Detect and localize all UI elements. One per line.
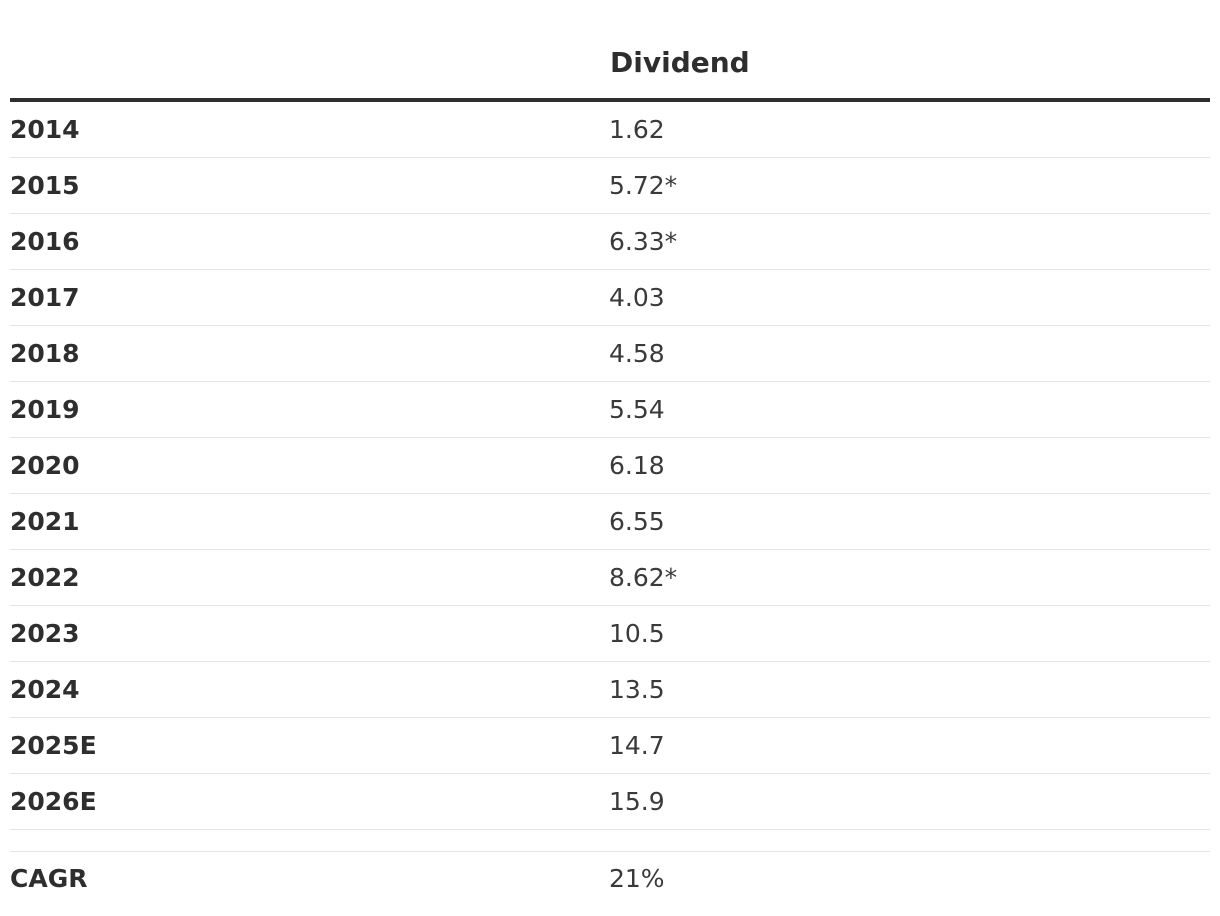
table-row: 2022 8.62* (10, 550, 1210, 606)
year-cell: 2024 (10, 675, 80, 704)
year-cell: 2025E (10, 731, 97, 760)
cagr-label: CAGR (10, 864, 88, 893)
dividend-cell: 5.54 (609, 395, 665, 424)
dividend-cell: 6.33* (609, 227, 678, 256)
table-row: 2026E 15.9 (10, 774, 1210, 830)
dividend-cell: 8.62* (609, 563, 678, 592)
year-cell: 2023 (10, 619, 80, 648)
year-cell: 2018 (10, 339, 80, 368)
year-cell: 2017 (10, 283, 80, 312)
dividend-cell: 15.9 (609, 787, 665, 816)
table-row: 2020 6.18 (10, 438, 1210, 494)
table-row: 2025E 14.7 (10, 718, 1210, 774)
table-row: 2023 10.5 (10, 606, 1210, 662)
table-row: 2016 6.33* (10, 214, 1210, 270)
dividend-cell: 13.5 (609, 675, 665, 704)
table-spacer (10, 830, 1210, 852)
dividend-column-header: Dividend (610, 46, 750, 79)
dividend-cell: 4.58 (609, 339, 665, 368)
dividend-table: Dividend 2014 1.62 2015 5.72* 2016 6.33*… (10, 0, 1210, 912)
year-cell: 2026E (10, 787, 97, 816)
table-row: 2015 5.72* (10, 158, 1210, 214)
table-row: 2018 4.58 (10, 326, 1210, 382)
table-header-row: Dividend (10, 0, 1210, 102)
dividend-cell: 5.72* (609, 171, 678, 200)
year-cell: 2022 (10, 563, 80, 592)
year-cell: 2014 (10, 115, 80, 144)
dividend-cell: 1.62 (609, 115, 665, 144)
year-cell: 2020 (10, 451, 80, 480)
table-row: 2014 1.62 (10, 102, 1210, 158)
dividend-cell: 4.03 (609, 283, 665, 312)
year-cell: 2019 (10, 395, 80, 424)
table-row: 2019 5.54 (10, 382, 1210, 438)
dividend-cell: 10.5 (609, 619, 665, 648)
year-cell: 2016 (10, 227, 80, 256)
cagr-row: CAGR 21% (10, 852, 1210, 912)
dividend-cell: 6.18 (609, 451, 665, 480)
dividend-cell: 6.55 (609, 507, 665, 536)
table-row: 2021 6.55 (10, 494, 1210, 550)
table-row: 2024 13.5 (10, 662, 1210, 718)
year-cell: 2021 (10, 507, 80, 536)
cagr-value: 21% (609, 864, 665, 893)
dividend-cell: 14.7 (609, 731, 665, 760)
year-cell: 2015 (10, 171, 80, 200)
table-row: 2017 4.03 (10, 270, 1210, 326)
